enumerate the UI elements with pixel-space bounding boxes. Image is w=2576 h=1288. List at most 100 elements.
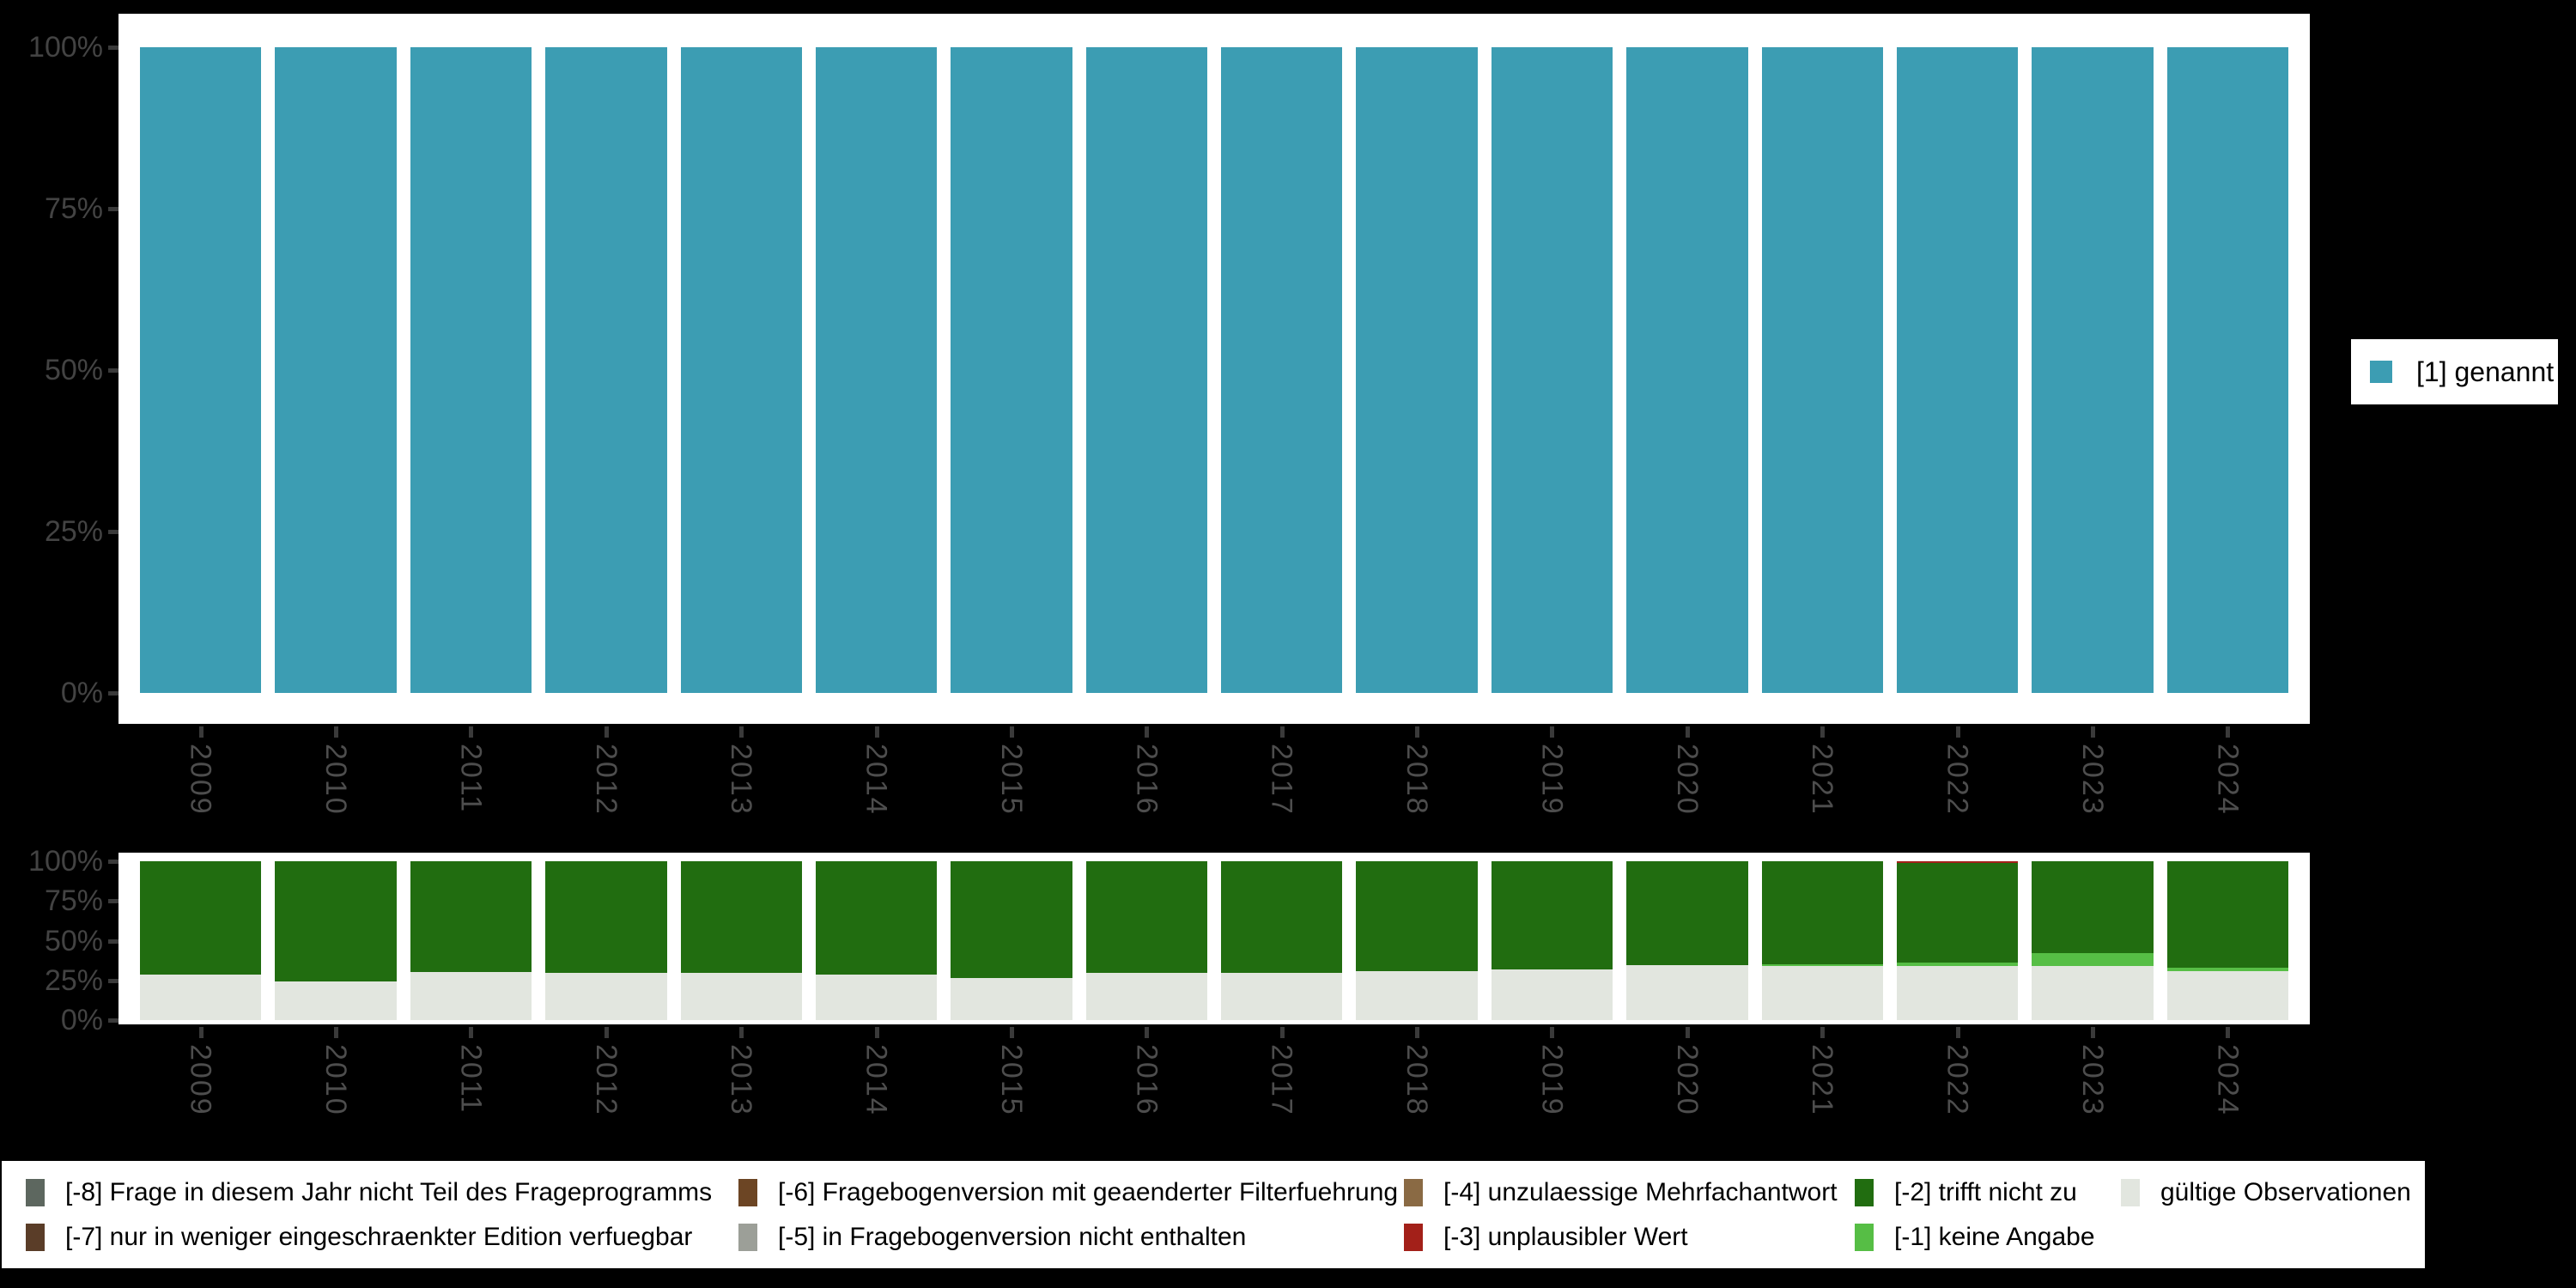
bar-2016: [1085, 47, 1207, 693]
bar-segment: [1896, 862, 2019, 963]
x-axis-year-label: 2014: [860, 744, 893, 816]
x-axis-year-label: 2024: [2211, 744, 2245, 816]
x-axis-year-label: 2016: [1130, 744, 1163, 816]
bar-2015: [951, 861, 1072, 1020]
bar-2020: [1626, 861, 1748, 1020]
bar-2024: [2166, 47, 2288, 693]
bar-2010: [275, 861, 397, 1020]
bar-segment: [1761, 47, 1883, 693]
bar-segment: [1761, 963, 1883, 967]
bar-2009: [140, 861, 262, 1020]
legend-swatch: [738, 1179, 757, 1206]
bar-segment: [1491, 47, 1613, 693]
bar-segment: [545, 973, 667, 1020]
x-axis-tick: [1550, 726, 1555, 738]
bar-2014: [815, 861, 938, 1020]
x-axis-year-label: 2011: [454, 744, 488, 814]
x-axis-tick: [1820, 726, 1826, 738]
y-axis-label: 100%: [28, 31, 103, 64]
bar-segment: [410, 971, 532, 1020]
y-axis-label: 75%: [44, 884, 103, 917]
top-chart-bars: [140, 47, 2288, 693]
legend-swatch: [1404, 1179, 1423, 1206]
bar-2018: [1356, 861, 1478, 1020]
x-axis-tick: [469, 1027, 474, 1038]
x-axis-tick: [1145, 726, 1150, 738]
y-axis-tick: [108, 979, 118, 983]
bar-2009: [140, 47, 262, 693]
y-axis-tick: [108, 860, 118, 864]
legend-key-genannt-label: [1] genannt: [2416, 355, 2555, 387]
legend-label: [-3] unplausibler Wert: [1443, 1223, 1688, 1251]
legend-item: gültige Observationen: [2121, 1176, 2411, 1209]
x-axis-year-label: 2021: [1806, 744, 1839, 816]
x-axis-tick: [604, 726, 609, 738]
x-axis-tick: [874, 1027, 879, 1038]
x-axis-year-label: 2012: [589, 1044, 623, 1116]
bar-segment: [275, 47, 397, 693]
x-axis-year-label: 2024: [2211, 1044, 2245, 1116]
x-axis-tick: [2226, 1027, 2231, 1038]
x-axis-year-label: 2018: [1400, 744, 1434, 816]
bar-2024: [2166, 861, 2288, 1020]
bar-segment: [1761, 966, 1883, 1020]
bar-2015: [951, 47, 1072, 693]
legend-item: [-4] unzulaessige Mehrfachantwort: [1404, 1176, 1838, 1209]
legend-swatch: [738, 1224, 757, 1251]
legend-missing-codes: [-8] Frage in diesem Jahr nicht Teil des…: [2, 1161, 2425, 1268]
legend-label: [-2] trifft nicht zu: [1894, 1178, 2077, 1206]
x-axis-tick: [1415, 1027, 1420, 1038]
y-axis-label: 75%: [44, 192, 103, 225]
y-axis-label: 25%: [44, 515, 103, 548]
bar-2019: [1491, 861, 1613, 1020]
x-axis-tick: [334, 726, 339, 738]
bar-segment: [2032, 953, 2154, 966]
x-axis-year-label: 2014: [860, 1044, 893, 1116]
top-chart-panel: [118, 14, 2310, 724]
bar-2014: [815, 47, 938, 693]
x-axis-year-label: 2021: [1806, 1044, 1839, 1116]
bar-segment: [1491, 969, 1613, 1020]
bar-segment: [140, 975, 262, 1020]
legend-swatch: [1404, 1224, 1423, 1251]
legend-item: [-7] nur in weniger eingeschraenkter Edi…: [26, 1221, 692, 1254]
x-axis-tick: [198, 1027, 204, 1038]
bar-2018: [1356, 47, 1478, 693]
bar-segment: [1085, 973, 1207, 1020]
legend-label: [-7] nur in weniger eingeschraenkter Edi…: [65, 1223, 693, 1251]
bar-segment: [2032, 965, 2154, 1020]
legend-genannt: [1] genannt: [2351, 339, 2558, 404]
legend-label: [-4] unzulaessige Mehrfachantwort: [1443, 1178, 1838, 1206]
x-axis-tick: [739, 1027, 744, 1038]
legend-item: [-5] in Fragebogenversion nicht enthalte…: [738, 1221, 1246, 1254]
legend-label: [-5] in Fragebogenversion nicht enthalte…: [778, 1223, 1247, 1251]
x-axis-year-label: 2013: [725, 1044, 758, 1116]
bar-2017: [1221, 47, 1343, 693]
x-axis-tick: [1415, 726, 1420, 738]
x-axis-year-label: 2018: [1400, 1044, 1434, 1116]
x-axis-year-label: 2016: [1130, 1044, 1163, 1116]
y-axis-tick: [108, 368, 118, 373]
x-axis-year-label: 2023: [2075, 1044, 2109, 1116]
x-axis-year-label: 2023: [2075, 744, 2109, 816]
x-axis-tick: [469, 726, 474, 738]
x-axis-tick: [874, 726, 879, 738]
bar-segment: [951, 47, 1072, 693]
bar-2023: [2032, 47, 2154, 693]
bar-segment: [410, 47, 532, 693]
bar-segment: [1896, 963, 2019, 966]
x-axis-year-label: 2019: [1535, 744, 1569, 816]
bar-segment: [1626, 965, 1748, 1020]
bottom-chart-panel: [118, 853, 2310, 1024]
bar-segment: [545, 861, 667, 974]
x-axis-tick: [1009, 1027, 1014, 1038]
legend-swatch: [1855, 1224, 1874, 1251]
x-axis-tick: [1955, 726, 1960, 738]
x-axis-year-label: 2013: [725, 744, 758, 816]
bar-2011: [410, 47, 532, 693]
bar-segment: [2166, 861, 2288, 969]
legend-swatch: [26, 1179, 45, 1206]
bar-segment: [680, 47, 802, 693]
y-axis-tick: [108, 46, 118, 50]
x-axis-tick: [1685, 1027, 1690, 1038]
